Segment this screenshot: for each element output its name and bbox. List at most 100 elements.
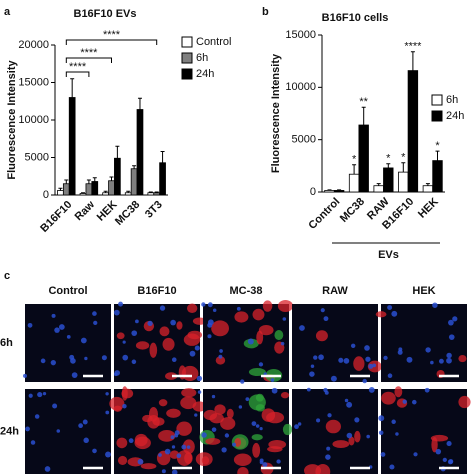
nucleus bbox=[82, 419, 88, 425]
nucleus bbox=[323, 316, 329, 322]
significance: * bbox=[352, 154, 357, 166]
cell-red bbox=[458, 395, 471, 409]
bracket bbox=[65, 71, 90, 77]
error-bar bbox=[115, 145, 120, 159]
nucleus bbox=[218, 354, 223, 359]
panel-label: a bbox=[4, 6, 11, 18]
nucleus bbox=[391, 419, 396, 424]
error-bar bbox=[109, 176, 114, 181]
nucleus bbox=[406, 356, 413, 363]
bar bbox=[153, 192, 161, 196]
significance: * bbox=[386, 153, 391, 165]
nucleus bbox=[181, 444, 187, 450]
nucleus bbox=[344, 398, 349, 403]
nucleus bbox=[37, 391, 43, 398]
nucleus bbox=[343, 358, 350, 364]
bracket-label: **** bbox=[103, 29, 121, 41]
nucleus bbox=[320, 308, 325, 313]
nucleus bbox=[170, 435, 175, 440]
cell-red bbox=[184, 452, 193, 464]
nucleus bbox=[442, 457, 447, 463]
cell-red bbox=[258, 325, 274, 336]
x-tick-label: Raw bbox=[73, 198, 98, 223]
error-bar bbox=[137, 97, 142, 110]
nucleus bbox=[137, 458, 144, 465]
nucleus bbox=[159, 305, 166, 311]
bar bbox=[79, 193, 87, 196]
nucleus bbox=[391, 310, 398, 317]
nucleus bbox=[71, 372, 78, 379]
cell-red bbox=[176, 321, 183, 330]
error-bar bbox=[425, 183, 430, 186]
cell-red bbox=[152, 417, 165, 426]
cell-red bbox=[248, 368, 266, 377]
nucleus bbox=[387, 305, 393, 310]
error-bar bbox=[435, 150, 440, 161]
nucleus bbox=[114, 370, 120, 376]
nucleus bbox=[247, 338, 254, 345]
nucleus bbox=[30, 440, 36, 445]
nucleus bbox=[362, 378, 367, 384]
cell-red bbox=[162, 337, 175, 351]
nucleus bbox=[58, 324, 65, 330]
cell-red bbox=[142, 414, 153, 423]
nucleus bbox=[50, 360, 56, 366]
cell-red bbox=[187, 330, 203, 340]
cell-red bbox=[266, 411, 285, 424]
cell-red bbox=[252, 442, 261, 458]
y-axis-label: Fluorescence Intensity bbox=[270, 53, 282, 173]
micrograph bbox=[195, 387, 293, 474]
error-bar bbox=[154, 191, 159, 193]
micrograph bbox=[201, 299, 294, 384]
cell-red bbox=[195, 452, 213, 466]
significance: **** bbox=[404, 41, 422, 53]
nucleus bbox=[346, 432, 353, 439]
nucleus bbox=[446, 352, 452, 359]
error-bar bbox=[361, 106, 366, 126]
column-label: B16F10 bbox=[137, 285, 176, 297]
nucleus bbox=[350, 343, 356, 349]
bar bbox=[348, 173, 360, 193]
cell-red bbox=[116, 437, 128, 449]
nucleus bbox=[378, 415, 385, 422]
nucleus bbox=[105, 392, 109, 396]
x-tick-label: 3T3 bbox=[143, 199, 165, 221]
bar bbox=[136, 109, 144, 196]
image-bg bbox=[381, 389, 467, 474]
cell-red bbox=[211, 320, 229, 337]
nucleus bbox=[212, 308, 217, 313]
nucleus bbox=[432, 302, 438, 308]
bracket bbox=[65, 39, 158, 45]
cell-red bbox=[181, 388, 197, 398]
bar bbox=[108, 180, 115, 196]
bar bbox=[358, 124, 369, 193]
nucleus bbox=[395, 432, 399, 436]
error-bar bbox=[148, 191, 153, 193]
error-bar bbox=[410, 51, 415, 71]
bar bbox=[422, 185, 434, 193]
nucleus bbox=[196, 375, 203, 382]
bar bbox=[102, 192, 109, 196]
micrograph bbox=[375, 302, 467, 382]
nucleus bbox=[52, 403, 58, 409]
error-bar bbox=[352, 164, 357, 175]
nucleus bbox=[164, 448, 171, 455]
cell-red bbox=[252, 308, 265, 321]
cell-red bbox=[135, 341, 150, 350]
cell-red bbox=[237, 466, 249, 474]
nucleus bbox=[447, 459, 453, 465]
legend-swatch bbox=[431, 94, 443, 106]
nucleus bbox=[387, 373, 393, 379]
micrograph bbox=[109, 386, 207, 474]
nucleus bbox=[446, 441, 452, 447]
bar bbox=[124, 192, 132, 196]
error-bar bbox=[132, 165, 137, 169]
significance: ** bbox=[359, 96, 368, 108]
nucleus bbox=[34, 414, 40, 419]
nucleus bbox=[122, 340, 126, 344]
bar bbox=[62, 183, 70, 196]
nucleus bbox=[189, 350, 196, 357]
nucleus bbox=[318, 354, 324, 361]
cell-red bbox=[181, 365, 199, 382]
